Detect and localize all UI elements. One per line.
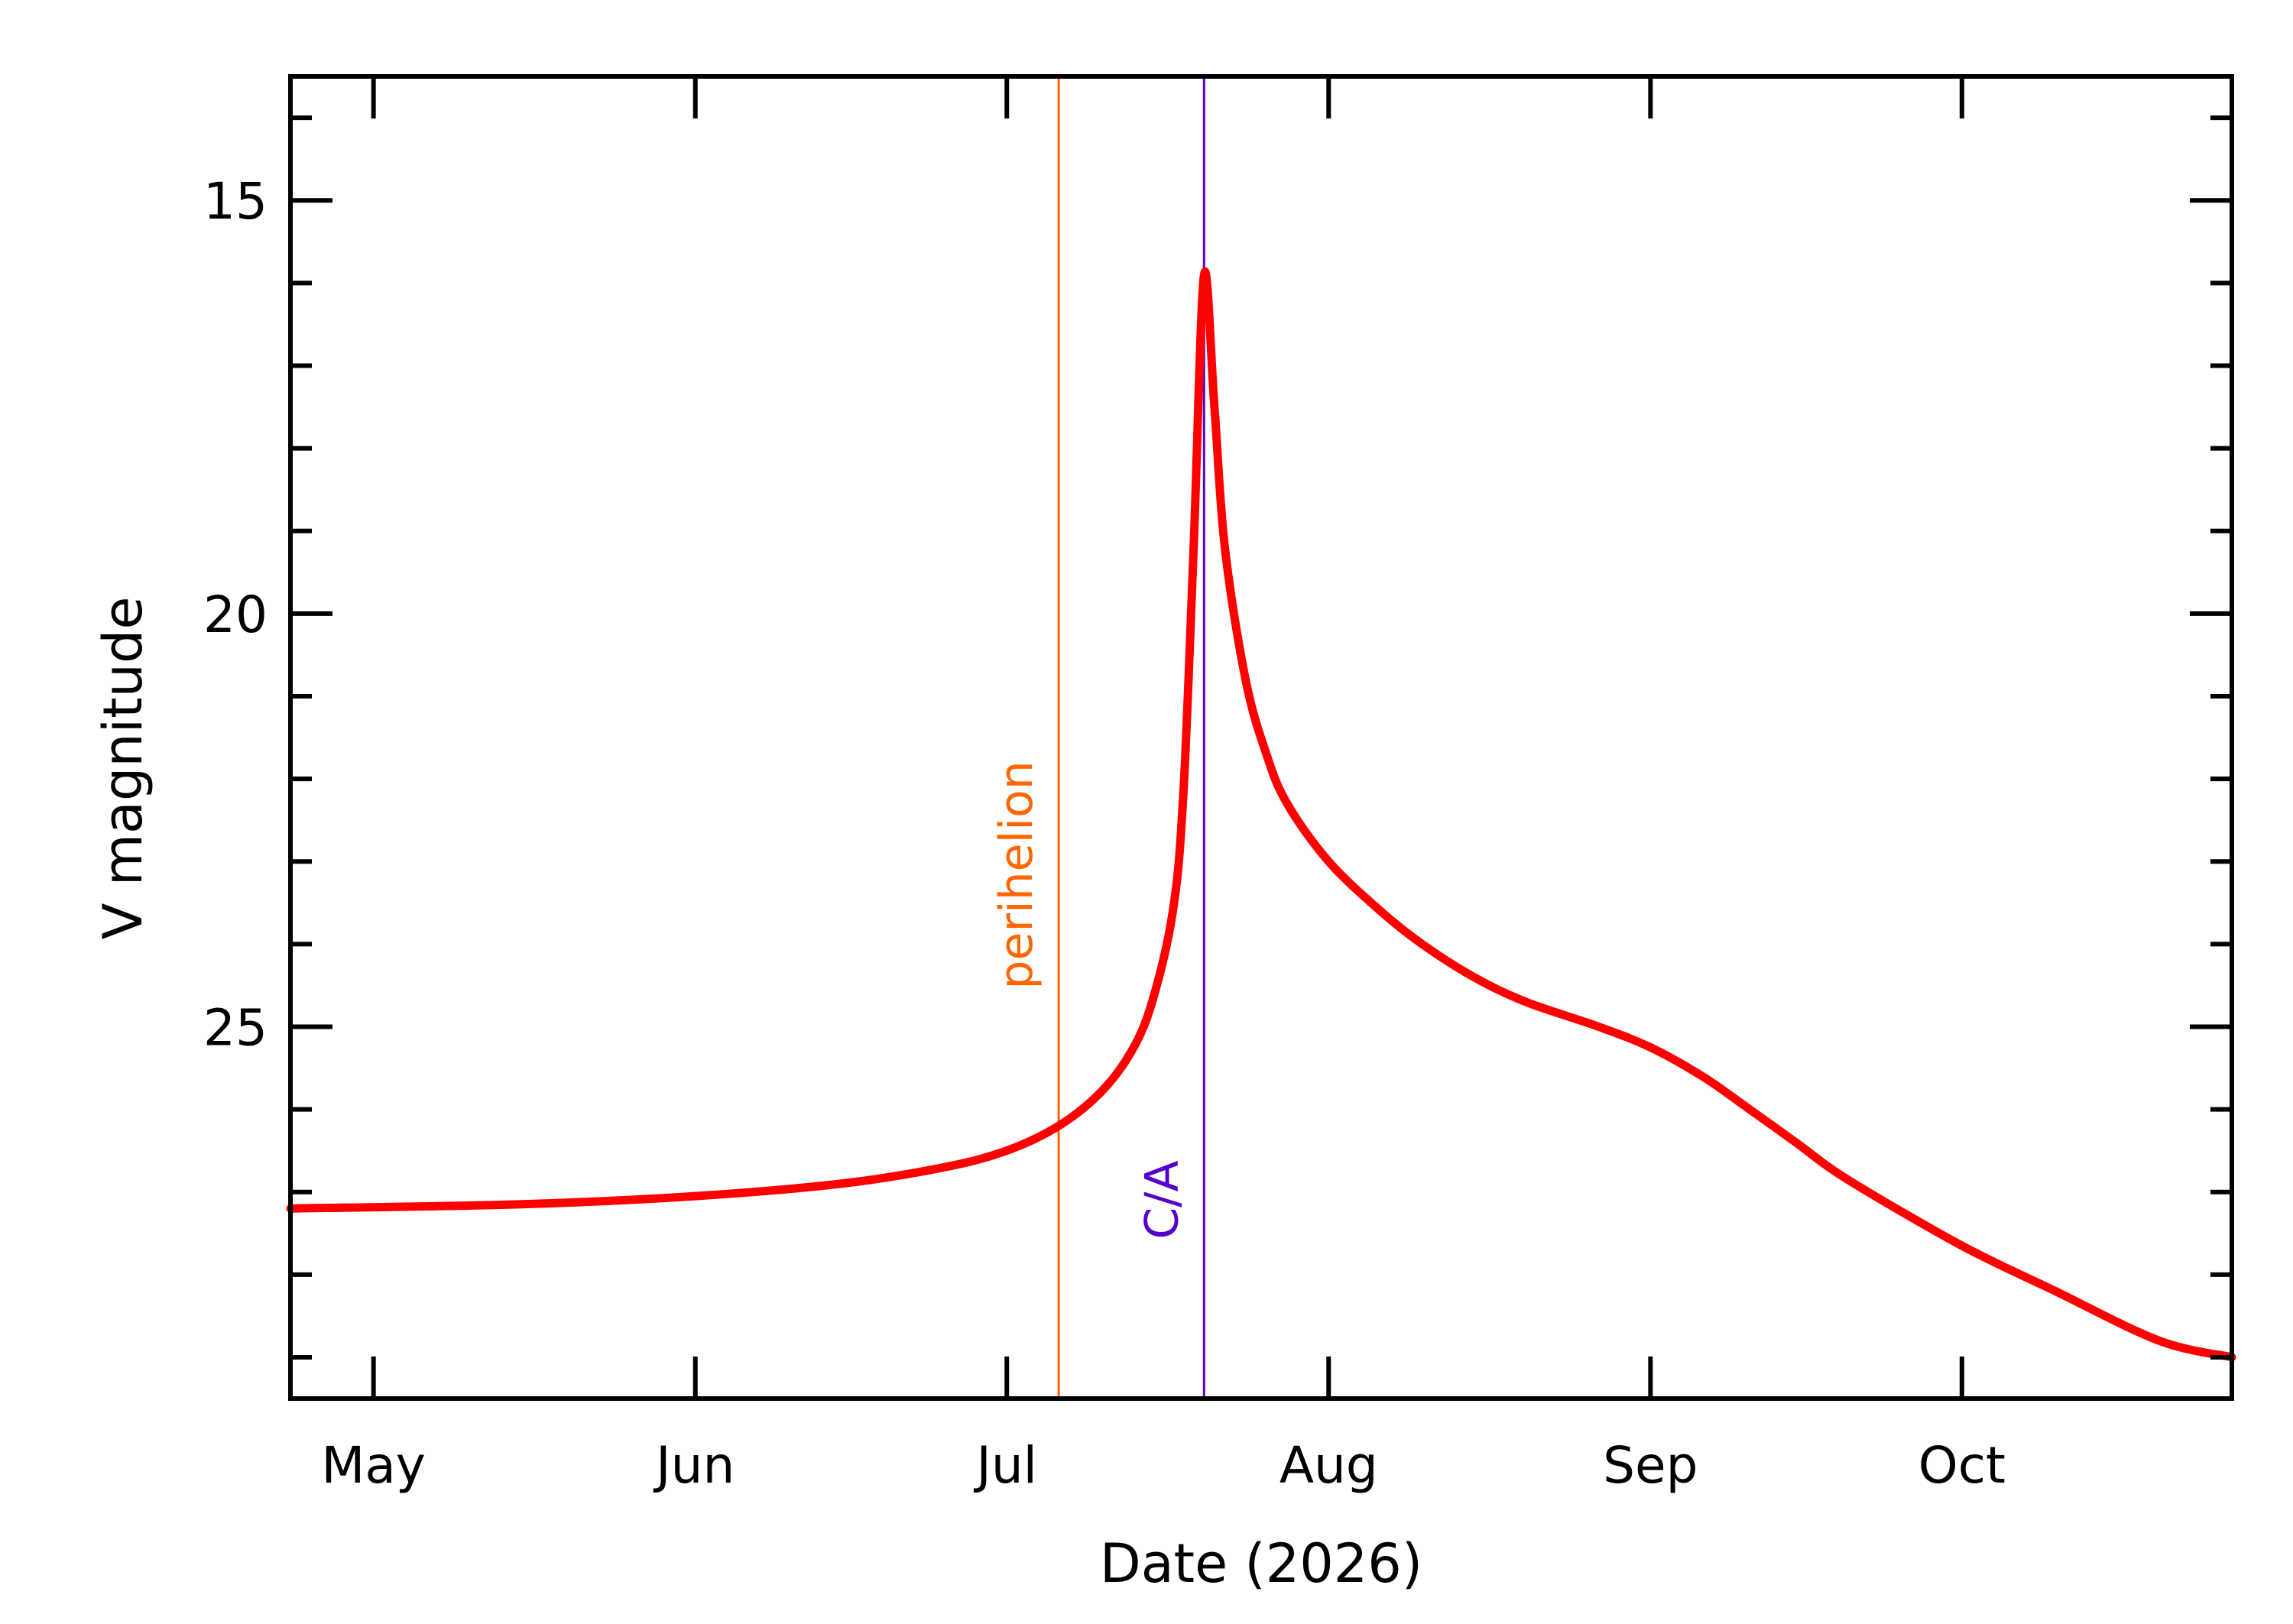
tick-layer: May Jun Jul Aug Sep Oct 15 20 25 — [203, 76, 2232, 1495]
marker-label: C/A — [1135, 1160, 1189, 1239]
x-tick-label: Jun — [653, 1436, 735, 1495]
marker-layer: perihelion C/A — [990, 76, 1205, 1399]
x-tick-label: Jul — [973, 1436, 1037, 1495]
y-tick-label: 15 — [203, 172, 268, 231]
y-axis-title: V magnitude — [92, 597, 154, 940]
plot-frame — [288, 74, 2234, 1401]
x-tick-label: Aug — [1279, 1436, 1378, 1495]
marker-label: perihelion — [990, 760, 1043, 989]
x-axis-title: Date (2026) — [1100, 1532, 1422, 1595]
y-tick-label: 20 — [203, 585, 268, 644]
x-tick-label: Oct — [1918, 1436, 2006, 1495]
x-tick-label: May — [321, 1436, 425, 1495]
magnitude-curve — [286, 267, 2236, 1362]
y-tick-label: 25 — [203, 998, 268, 1057]
series-layer — [286, 267, 2236, 1362]
x-tick-label: Sep — [1603, 1436, 1698, 1495]
